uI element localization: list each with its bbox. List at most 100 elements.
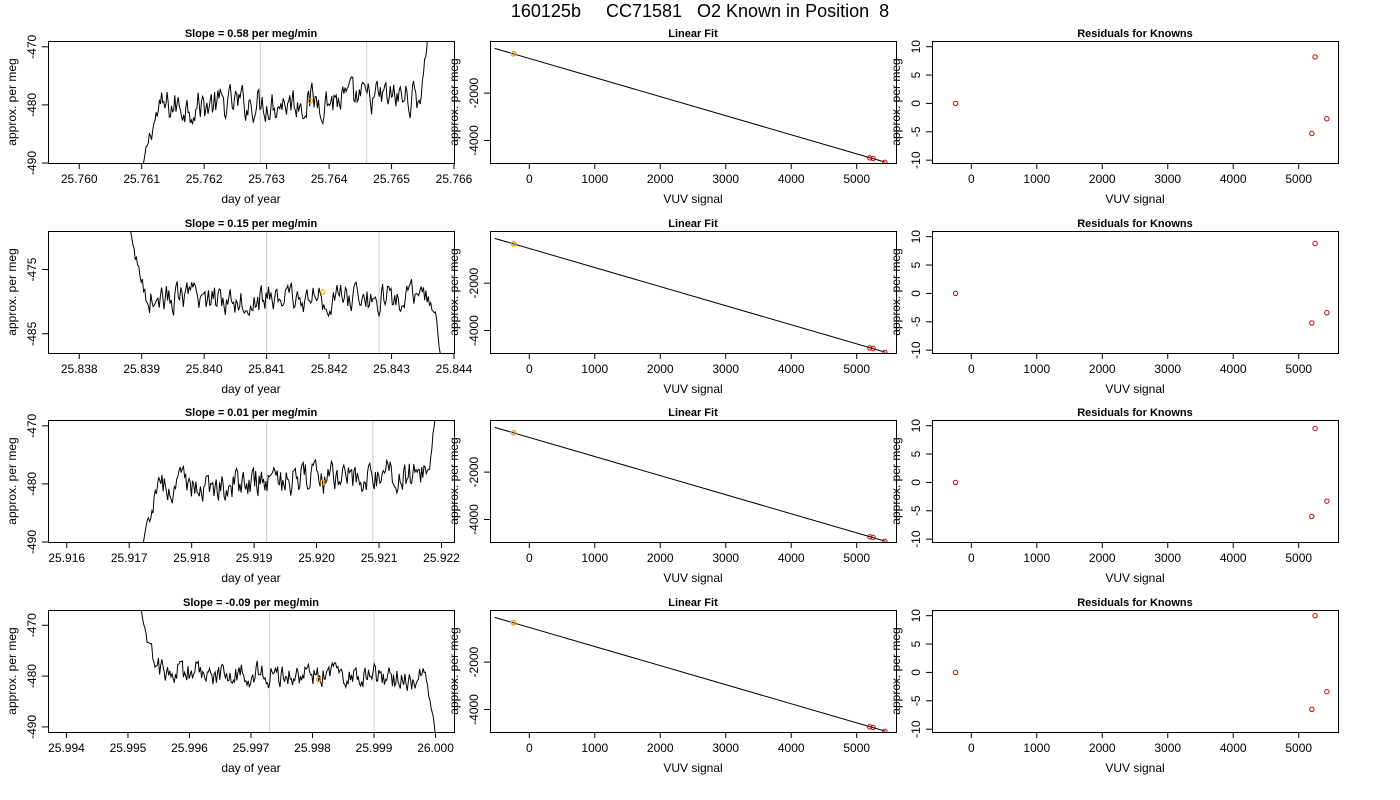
x-tick-label: 1000 — [581, 741, 608, 755]
sample-point — [510, 240, 517, 247]
x-tick-label: 25.764 — [311, 172, 348, 186]
x-tick-label: 25.997 — [233, 741, 270, 755]
panel-title: Residuals for Knowns — [1077, 28, 1193, 40]
y-axis-label: approx. per meg — [447, 437, 461, 524]
panel-title: Slope = -0.09 per meg/min — [183, 597, 319, 609]
x-tick-label: 26.000 — [417, 741, 454, 755]
data-point — [952, 100, 959, 107]
plot-area — [494, 237, 888, 353]
plot-area — [140, 610, 436, 732]
mean-marker — [315, 676, 322, 683]
x-tick-label: 4000 — [778, 172, 805, 186]
data-point — [867, 724, 873, 730]
trace-row-3: Slope = 0.01 per meg/min day of year appro… — [5, 407, 460, 585]
x-axis-label: VUV signal — [663, 571, 722, 585]
sample-point — [510, 429, 517, 436]
x-tick-label: 4000 — [1220, 741, 1247, 755]
data-trace — [143, 41, 428, 163]
x-tick-label: 2000 — [647, 741, 674, 755]
y-tick-label: 10 — [909, 230, 923, 244]
plot-area — [143, 41, 428, 163]
x-axis-label: VUV signal — [1105, 761, 1164, 775]
x-tick-label: 2000 — [647, 172, 674, 186]
x-tick-label: 3000 — [712, 741, 739, 755]
x-tick-label: 0 — [968, 362, 975, 376]
y-axis-label: approx. per meg — [889, 627, 903, 714]
plot-frame — [932, 41, 1339, 164]
plot-area — [952, 612, 1330, 713]
y-tick-label: 0 — [909, 100, 923, 107]
x-tick-label: 0 — [526, 551, 533, 565]
x-tick-label: 25.842 — [311, 362, 348, 376]
y-axis-label: approx. per meg — [889, 58, 903, 145]
x-tick-label: 25.839 — [123, 362, 160, 376]
figure-title: 160125b CC71581 O2 Known in Position 8 — [510, 1, 890, 21]
x-tick-label: 4000 — [1220, 551, 1247, 565]
x-tick-label: 4000 — [778, 362, 805, 376]
x-tick-label: 25.761 — [123, 172, 160, 186]
plot-frame — [932, 610, 1339, 733]
data-point — [870, 345, 876, 352]
y-tick-label: -10 — [909, 720, 923, 738]
y-axis-label: approx. per meg — [447, 248, 461, 335]
y-axis-label: approx. per meg — [889, 248, 903, 335]
y-tick-label: 10 — [909, 419, 923, 433]
x-tick-label: 5000 — [1285, 362, 1312, 376]
x-tick-label: 25.763 — [248, 172, 285, 186]
data-point — [952, 479, 959, 486]
data-point — [1324, 310, 1330, 316]
y-tick-label: -5 — [909, 505, 923, 516]
data-point — [867, 534, 873, 540]
x-tick-label: 3000 — [712, 172, 739, 186]
resid-row-2: Residuals for Knowns VUV signal approx. pe… — [889, 218, 1339, 396]
plot-area — [952, 425, 1330, 520]
mean-marker — [320, 289, 326, 295]
x-tick-label: 3000 — [1154, 172, 1181, 186]
panel-title: Residuals for Knowns — [1077, 407, 1193, 419]
data-point — [1324, 498, 1330, 504]
x-tick-label: 4000 — [778, 741, 805, 755]
data-point — [1309, 130, 1315, 137]
x-tick-label: 4000 — [1220, 172, 1247, 186]
data-point — [870, 534, 876, 541]
x-tick-label: 5000 — [843, 551, 870, 565]
x-axis-label: VUV signal — [1105, 382, 1164, 396]
x-tick-label: 2000 — [647, 551, 674, 565]
y-tick-label: -480 — [25, 664, 39, 688]
x-tick-label: 4000 — [778, 551, 805, 565]
panel-title: Slope = 0.01 per meg/min — [185, 407, 318, 419]
plot-area — [142, 420, 436, 542]
x-tick-label: 1000 — [1023, 362, 1050, 376]
x-tick-label: 1000 — [581, 172, 608, 186]
data-point — [1312, 612, 1318, 619]
x-tick-label: 25.766 — [436, 172, 473, 186]
x-tick-label: 25.760 — [61, 172, 98, 186]
x-tick-label: 4000 — [1220, 362, 1247, 376]
x-tick-label: 0 — [526, 172, 533, 186]
y-tick-label: -490 — [25, 530, 39, 554]
y-tick-label: -485 — [25, 321, 39, 345]
x-tick-label: 5000 — [1285, 172, 1312, 186]
y-axis-label: approx. per meg — [5, 58, 19, 145]
x-tick-label: 0 — [968, 551, 975, 565]
x-tick-label: 25.918 — [173, 551, 210, 565]
x-axis-label: VUV signal — [1105, 192, 1164, 206]
y-tick-label: 5 — [909, 640, 923, 647]
panel-title: Linear Fit — [668, 407, 718, 419]
fit-row-4: Linear Fit VUV signal approx. per meg 0 1000… — [447, 597, 897, 775]
y-axis-label: approx. per meg — [5, 627, 19, 714]
x-tick-label: 2000 — [1089, 551, 1116, 565]
data-trace — [142, 420, 436, 542]
x-tick-label: 25.841 — [248, 362, 285, 376]
y-tick-label: 0 — [909, 290, 923, 297]
y-tick-label: -5 — [909, 316, 923, 327]
data-point — [1312, 425, 1318, 432]
y-tick-label: -4000 — [467, 694, 481, 725]
y-tick-label: -10 — [909, 151, 923, 169]
plot-frame — [490, 420, 897, 543]
x-tick-label: 0 — [526, 362, 533, 376]
plot-frame — [490, 610, 897, 733]
x-tick-label: 5000 — [843, 741, 870, 755]
y-tick-label: -4000 — [467, 504, 481, 535]
x-tick-label: 1000 — [1023, 551, 1050, 565]
